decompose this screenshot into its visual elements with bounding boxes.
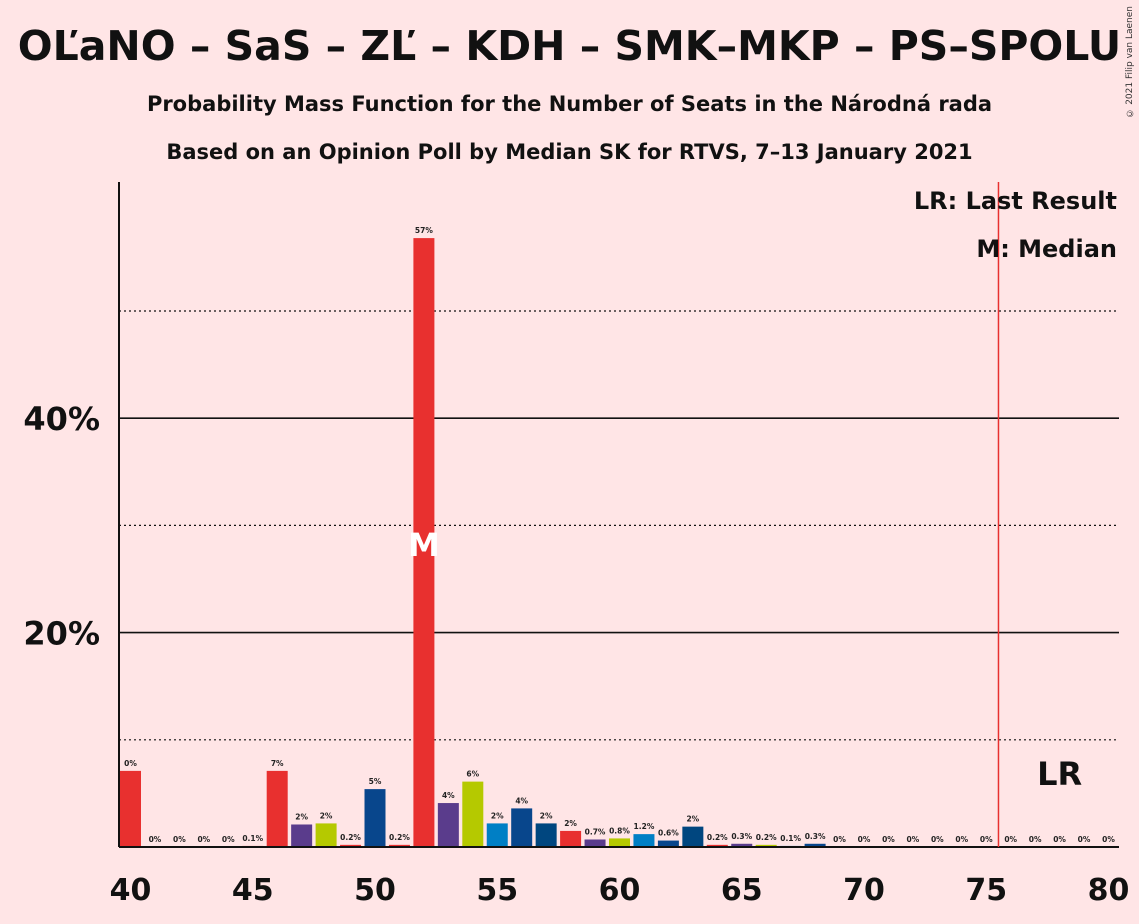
bar-label-seat-76: 0% bbox=[1004, 835, 1017, 844]
x-tick-50: 50 bbox=[354, 873, 396, 908]
bar-seat-49 bbox=[340, 844, 362, 847]
bar-label-seat-69: 0% bbox=[833, 835, 846, 844]
x-tick-55: 55 bbox=[476, 873, 518, 908]
last-result-marker: LR bbox=[1037, 755, 1082, 793]
bar-label-seat-44: 0% bbox=[222, 835, 235, 844]
bar-seat-50 bbox=[364, 789, 386, 847]
bar-label-seat-40: 0% bbox=[124, 759, 137, 768]
bar-seat-48 bbox=[315, 823, 337, 847]
grid-lines bbox=[119, 310, 1119, 741]
chart-subtitle: Probability Mass Function for the Number… bbox=[146, 92, 993, 116]
bar-seat-57 bbox=[535, 823, 557, 847]
bar-label-seat-58: 2% bbox=[564, 819, 577, 828]
x-tick-40: 40 bbox=[110, 873, 152, 908]
x-tick-45: 45 bbox=[232, 873, 274, 908]
x-tick-80: 80 bbox=[1088, 873, 1130, 908]
bar-label-seat-43: 0% bbox=[197, 835, 210, 844]
bar-label-seat-45: 0.1% bbox=[242, 834, 263, 843]
bar-label-seat-71: 0% bbox=[882, 835, 895, 844]
bar-label-seat-47: 2% bbox=[295, 812, 308, 821]
bar-label-seat-49: 0.2% bbox=[340, 833, 361, 842]
bars bbox=[120, 238, 826, 847]
bar-label-seat-59: 0.7% bbox=[585, 827, 606, 836]
bar-label-seat-78: 0% bbox=[1053, 835, 1066, 844]
legend-median: M: Median bbox=[976, 235, 1117, 263]
bar-label-seat-75: 0% bbox=[980, 835, 993, 844]
legend-last-result: LR: Last Result bbox=[914, 187, 1117, 215]
bar-label-seat-53: 4% bbox=[442, 791, 455, 800]
bar-seat-53 bbox=[437, 803, 459, 847]
bar-seat-64 bbox=[706, 844, 728, 847]
median-marker: M bbox=[408, 526, 440, 564]
bar-seat-52 bbox=[413, 238, 435, 847]
bar-label-seat-65: 0.3% bbox=[731, 832, 752, 841]
bar-label-seat-46: 7% bbox=[271, 759, 284, 768]
bar-label-seat-61: 1.2% bbox=[634, 822, 655, 831]
bar-seat-46 bbox=[266, 770, 288, 847]
bar-seat-66 bbox=[755, 844, 777, 847]
bar-label-seat-77: 0% bbox=[1029, 835, 1042, 844]
y-tick-20: 20% bbox=[23, 615, 100, 653]
y-tick-40: 40% bbox=[23, 400, 100, 438]
bar-label-seat-63: 2% bbox=[686, 815, 699, 824]
bar-label-seat-73: 0% bbox=[931, 835, 944, 844]
bar-seat-65 bbox=[731, 843, 753, 847]
bar-labels: 0% 0% 0% 0% 0% 0.1% 7% 2% 2% 0.2% 5% 0.2% 57% 4% 6% 2% 4… bbox=[124, 226, 1115, 844]
bar-label-seat-55: 2% bbox=[491, 811, 504, 820]
bar-label-seat-54: 6% bbox=[466, 770, 479, 779]
bar-label-seat-80: 0% bbox=[1102, 835, 1115, 844]
axes bbox=[118, 182, 1119, 848]
bar-label-seat-50: 5% bbox=[369, 777, 382, 786]
bar-label-seat-74: 0% bbox=[955, 835, 968, 844]
bar-label-seat-64: 0.2% bbox=[707, 833, 728, 842]
bar-seat-54 bbox=[462, 781, 484, 847]
bar-seat-56 bbox=[511, 808, 533, 847]
x-tick-75: 75 bbox=[965, 873, 1007, 908]
bar-label-seat-68: 0.3% bbox=[805, 832, 826, 841]
bar-label-seat-42: 0% bbox=[173, 835, 186, 844]
bar-seat-59 bbox=[584, 839, 606, 847]
bar-label-seat-57: 2% bbox=[540, 811, 553, 820]
bar-seat-60 bbox=[609, 838, 630, 847]
bar-seat-40 bbox=[120, 770, 141, 847]
x-tick-60: 60 bbox=[599, 873, 641, 908]
bar-label-seat-56: 4% bbox=[515, 796, 528, 805]
bar-label-seat-67: 0.1% bbox=[780, 834, 801, 843]
bar-label-seat-52: 57% bbox=[415, 226, 433, 235]
bar-label-seat-70: 0% bbox=[858, 835, 871, 844]
x-tick-70: 70 bbox=[843, 873, 885, 908]
bar-seat-62 bbox=[657, 840, 679, 847]
x-tick-65: 65 bbox=[721, 873, 763, 908]
bar-seat-51 bbox=[388, 844, 410, 847]
bar-label-seat-66: 0.2% bbox=[756, 833, 777, 842]
bar-seat-68 bbox=[804, 843, 826, 847]
chart-title: OĽaNO – SaS – ZĽ – KDH – SMK–MKP – PS–SP… bbox=[17, 22, 1122, 70]
bar-label-seat-79: 0% bbox=[1078, 835, 1091, 844]
bar-label-seat-62: 0.6% bbox=[658, 829, 679, 838]
bar-seat-63 bbox=[682, 826, 704, 847]
bar-label-seat-41: 0% bbox=[149, 835, 162, 844]
markers: LR M bbox=[408, 182, 1082, 847]
tick-labels: 40 45 50 55 60 65 70 75 80 20% 40% bbox=[23, 400, 1129, 908]
chart-subtitle-poll: Based on an Opinion Poll by Median SK fo… bbox=[166, 140, 973, 164]
bar-label-seat-72: 0% bbox=[907, 835, 920, 844]
bar-seat-58 bbox=[560, 830, 582, 847]
bar-label-seat-51: 0.2% bbox=[389, 833, 410, 842]
bar-seat-47 bbox=[291, 824, 313, 847]
bar-seat-55 bbox=[486, 823, 508, 847]
bar-label-seat-60: 0.8% bbox=[609, 826, 630, 835]
bar-seat-61 bbox=[633, 834, 655, 847]
bar-label-seat-48: 2% bbox=[320, 811, 333, 820]
